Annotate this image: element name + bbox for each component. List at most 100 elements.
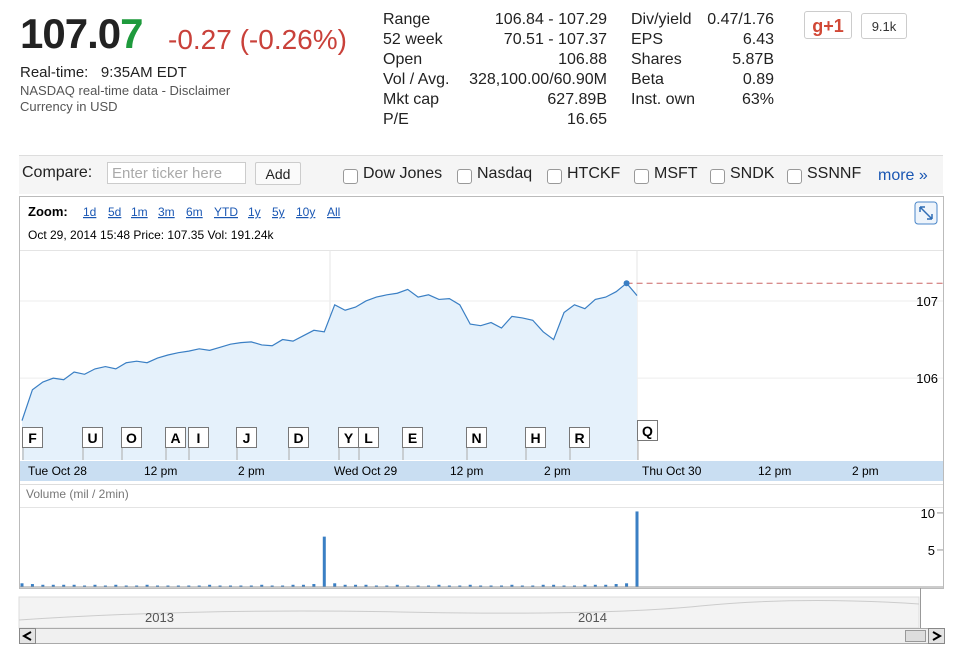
- news-flag[interactable]: [637, 420, 658, 441]
- news-flag[interactable]: [188, 427, 209, 448]
- zoom-option[interactable]: 6m: [186, 205, 203, 219]
- scroll-thumb[interactable]: [905, 630, 926, 642]
- volume-bar: [103, 585, 107, 587]
- stat-label: Open: [383, 51, 423, 68]
- checkbox[interactable]: [710, 169, 725, 184]
- volume-bar: [354, 584, 358, 587]
- news-flag[interactable]: [402, 427, 423, 448]
- scroll-right-arrow: [932, 631, 943, 641]
- stat-label: EPS: [631, 31, 664, 48]
- news-flag[interactable]: [121, 427, 142, 448]
- scroll-left[interactable]: [19, 628, 36, 644]
- news-flag[interactable]: [288, 427, 309, 448]
- ticker-input[interactable]: Enter ticker here: [107, 162, 246, 184]
- price-line: [21, 282, 638, 421]
- volume-bar: [301, 584, 305, 587]
- expand-icon: [919, 206, 933, 220]
- news-flag[interactable]: [165, 427, 186, 448]
- news-flag-label: Y: [344, 430, 354, 446]
- zoom-option[interactable]: All: [327, 205, 340, 219]
- x-tick-label: 12 pm: [758, 464, 791, 478]
- volume-bar: [489, 585, 493, 587]
- volume-bar: [614, 584, 618, 587]
- currency: Currency in USD: [20, 99, 118, 114]
- volume-bar: [625, 583, 629, 587]
- volume-bar: [197, 585, 201, 587]
- news-flag[interactable]: [358, 427, 379, 448]
- news-flag-label: L: [364, 430, 373, 446]
- stat-value: 0.47/1.76: [707, 11, 774, 28]
- news-flag[interactable]: [236, 427, 257, 448]
- volume-bar: [520, 585, 524, 587]
- source[interactable]: NASDAQ real-time data - Disclaimer: [20, 83, 231, 98]
- gplus-button[interactable]: g+1: [804, 11, 852, 39]
- news-flag[interactable]: [22, 427, 43, 448]
- volume-bar: [124, 585, 128, 587]
- y-tick-label: 106: [916, 371, 938, 386]
- checkbox[interactable]: [343, 169, 358, 184]
- volume-bar: [20, 583, 24, 587]
- zoom-option[interactable]: YTD: [214, 205, 238, 219]
- volume-bar: [176, 585, 180, 587]
- x-tick-label: Tue Oct 28: [28, 464, 87, 478]
- volume-bar: [583, 584, 587, 587]
- volume-bar: [458, 585, 462, 587]
- news-flag[interactable]: [569, 427, 590, 448]
- zoom-option[interactable]: 5y: [272, 205, 285, 219]
- zoom-option[interactable]: 1y: [248, 205, 261, 219]
- x-tick-label: 2 pm: [238, 464, 265, 478]
- more-link[interactable]: more »: [878, 167, 928, 184]
- news-flag[interactable]: [82, 427, 103, 448]
- add-button[interactable]: Add: [255, 162, 301, 185]
- price-marker: [623, 280, 630, 287]
- zoom-option[interactable]: 10y: [296, 205, 315, 219]
- volume-bar: [270, 585, 274, 587]
- news-flag[interactable]: [525, 427, 546, 448]
- volume-bar: [593, 584, 597, 587]
- stat-value: 5.87B: [732, 51, 774, 68]
- zoom-option[interactable]: 1m: [131, 205, 148, 219]
- navigator-year: 2014: [578, 610, 607, 625]
- scroll-right[interactable]: [928, 628, 945, 644]
- volume-bar: [322, 536, 326, 587]
- volume-bar: [541, 584, 545, 587]
- price-area: [22, 283, 637, 460]
- checkbox-label: Nasdaq: [477, 165, 533, 182]
- volume-bar: [166, 585, 170, 587]
- price-change: -0.27 (-0.26%): [168, 24, 347, 55]
- volume-bar: [41, 584, 45, 587]
- checkbox[interactable]: [634, 169, 649, 184]
- news-flag-label: F: [28, 430, 37, 446]
- volume-bar: [374, 585, 378, 587]
- news-flag[interactable]: [466, 427, 487, 448]
- checkbox[interactable]: [547, 169, 562, 184]
- x-tick-label: 2 pm: [544, 464, 571, 478]
- zoom-label: Zoom:: [28, 204, 68, 219]
- checkbox-label: SNDK: [730, 165, 775, 182]
- volume-bar: [260, 584, 264, 587]
- zoom-option[interactable]: 1d: [83, 205, 96, 219]
- volume-bar: [83, 585, 87, 587]
- volume-bar: [427, 585, 431, 587]
- checkbox-label: Dow Jones: [363, 165, 443, 182]
- zoom-option[interactable]: 5d: [108, 205, 121, 219]
- news-flag-label: U: [87, 430, 97, 446]
- zoom-option[interactable]: 3m: [158, 205, 175, 219]
- price: 107.07: [20, 10, 143, 58]
- realtime-label: Real-time:: [20, 64, 89, 81]
- stat-label: Beta: [631, 71, 664, 88]
- stat-value: 63%: [741, 91, 774, 108]
- stat-value: 106.88: [558, 51, 607, 68]
- checkbox[interactable]: [787, 169, 802, 184]
- volume-bar: [135, 585, 139, 587]
- volume-bar: [635, 511, 639, 587]
- checkbox[interactable]: [457, 169, 472, 184]
- news-flag-label: R: [574, 430, 584, 446]
- x-tick-label: 12 pm: [450, 464, 483, 478]
- scrollbar[interactable]: [19, 628, 945, 644]
- volume-bar: [395, 584, 399, 587]
- stat-value: 0.89: [742, 71, 774, 88]
- time-axis-band: [20, 461, 943, 481]
- volume-bar: [72, 584, 76, 587]
- volume-bar: [416, 585, 420, 587]
